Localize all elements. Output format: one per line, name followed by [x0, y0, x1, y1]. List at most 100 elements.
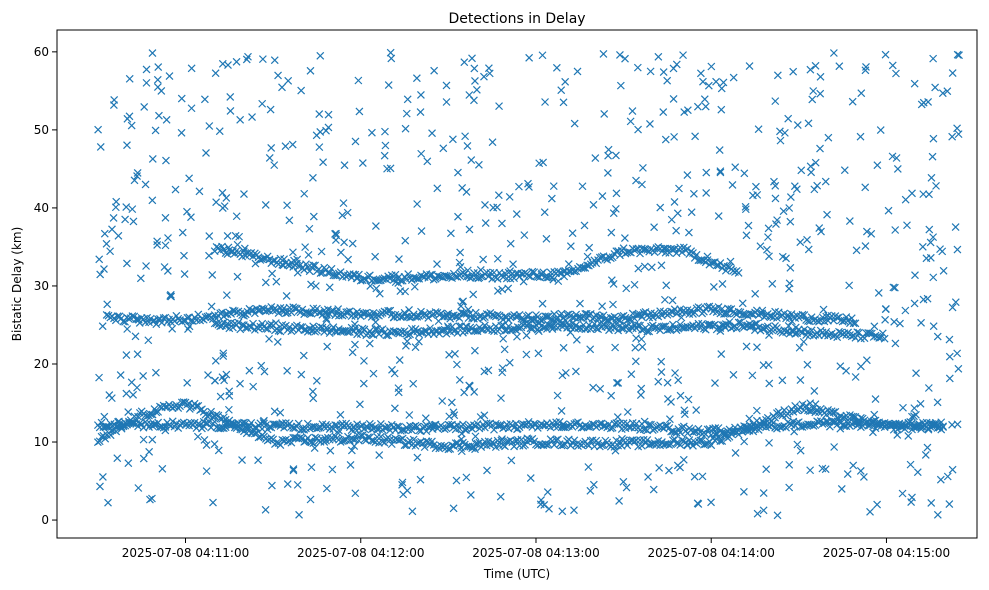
data-point — [657, 357, 666, 366]
data-point — [741, 205, 750, 214]
data-point — [403, 95, 412, 104]
data-point — [725, 318, 734, 326]
data-point — [127, 121, 136, 130]
data-point — [402, 109, 411, 118]
data-point — [187, 104, 196, 113]
data-point — [297, 86, 306, 95]
data-point — [465, 225, 474, 234]
data-point — [208, 413, 217, 422]
data-point — [207, 407, 215, 416]
data-point — [384, 331, 393, 340]
data-point — [151, 126, 160, 135]
y-axis: 0 10 20 30 40 50 60 — [34, 45, 57, 527]
data-point — [830, 443, 839, 451]
data-point — [742, 231, 751, 240]
data-point — [953, 245, 962, 254]
data-point — [620, 234, 629, 243]
data-point — [954, 130, 963, 139]
data-point — [155, 111, 163, 120]
data-point — [381, 127, 389, 136]
data-point — [307, 438, 316, 447]
data-point — [154, 63, 163, 71]
data-point — [108, 225, 116, 234]
data-point — [557, 407, 566, 415]
data-point — [351, 489, 360, 498]
data-point — [843, 470, 852, 478]
data-point — [833, 333, 842, 342]
data-point — [472, 85, 481, 94]
data-point — [859, 472, 868, 481]
data-point — [622, 483, 631, 492]
data-point — [570, 119, 579, 128]
data-point — [211, 69, 220, 78]
data-point — [690, 308, 699, 317]
data-point — [670, 132, 679, 141]
data-point — [816, 89, 825, 98]
data-point — [129, 217, 138, 226]
data-point — [549, 275, 558, 284]
data-point — [758, 306, 767, 315]
data-point — [405, 411, 414, 419]
data-point — [911, 271, 919, 280]
data-point — [903, 221, 911, 230]
data-point — [793, 121, 802, 129]
data-point — [534, 349, 543, 358]
data-point — [637, 384, 646, 393]
data-point — [714, 323, 723, 332]
data-point — [386, 48, 395, 57]
data-point — [596, 384, 605, 393]
data-point — [663, 378, 672, 387]
data-point — [305, 224, 314, 233]
data-point — [183, 378, 192, 387]
data-point — [741, 202, 750, 211]
data-point — [578, 182, 587, 191]
data-point — [274, 71, 282, 80]
data-point — [448, 441, 456, 450]
data-point — [442, 98, 451, 106]
data-point — [901, 306, 910, 315]
data-point — [540, 501, 549, 509]
data-point — [224, 61, 232, 70]
data-point — [817, 227, 825, 236]
data-point — [254, 456, 263, 465]
data-point — [395, 255, 403, 264]
data-point — [145, 447, 154, 456]
data-point — [924, 384, 933, 392]
data-point — [351, 137, 360, 146]
data-point — [684, 395, 693, 404]
data-point — [803, 235, 811, 244]
data-point — [669, 95, 678, 103]
data-point — [369, 369, 378, 378]
data-point — [612, 189, 621, 198]
data-point — [272, 438, 281, 447]
data-point — [619, 477, 628, 486]
data-point — [390, 369, 399, 378]
data-point — [450, 411, 459, 420]
data-point — [100, 265, 108, 274]
data-point — [445, 350, 454, 359]
data-point — [136, 274, 145, 283]
data-point — [680, 108, 689, 116]
data-point — [355, 107, 364, 116]
data-point — [699, 77, 707, 86]
data-point — [654, 377, 663, 386]
data-point — [520, 231, 529, 240]
data-point — [218, 188, 227, 197]
data-point — [656, 203, 665, 212]
plot-frame — [56, 29, 978, 539]
data-point — [537, 496, 546, 505]
data-point — [467, 156, 476, 164]
data-point — [396, 287, 405, 295]
data-point — [803, 360, 812, 369]
data-point — [837, 485, 846, 493]
data-point — [553, 391, 562, 400]
data-point — [717, 84, 726, 93]
data-point — [418, 439, 427, 448]
data-point — [458, 298, 467, 306]
data-point — [918, 242, 927, 251]
data-point — [398, 478, 407, 487]
data-point — [851, 373, 860, 381]
data-point — [273, 337, 282, 346]
data-point — [512, 210, 521, 218]
data-point — [298, 305, 307, 314]
